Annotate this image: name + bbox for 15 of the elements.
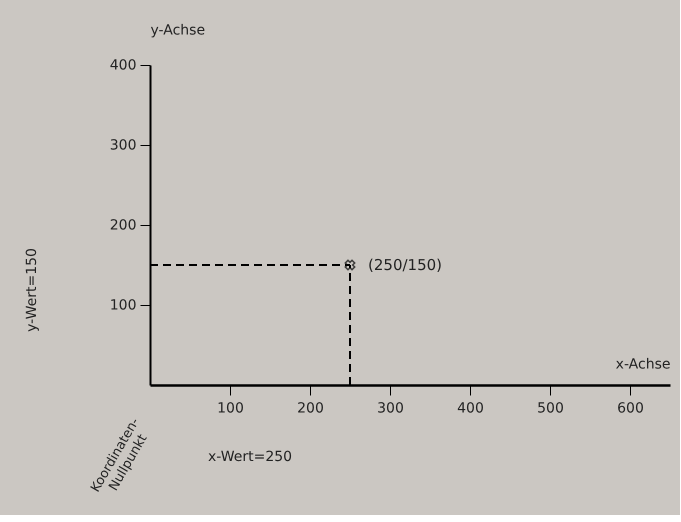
x-tick-label: 200: [297, 400, 324, 416]
annotation: (250/150): [368, 256, 442, 274]
x-axis-title: x-Achse: [616, 356, 670, 372]
x-tick-label: 500: [537, 400, 564, 416]
text: x-Wert=250: [208, 449, 292, 465]
x-tick-label: 100: [217, 400, 244, 416]
y-tick-label: 300: [110, 138, 136, 154]
x-tick-label: 300: [377, 400, 404, 416]
text: y-Wert=150: [24, 248, 40, 332]
y-tick-label: 100: [110, 298, 136, 314]
y-tick-label: 400: [110, 58, 136, 74]
y-axis-title: y-Achse: [150, 22, 206, 38]
x-tick-label: 600: [617, 400, 644, 416]
x-tick-label: 400: [457, 400, 484, 416]
y-tick-label: 200: [110, 218, 136, 234]
